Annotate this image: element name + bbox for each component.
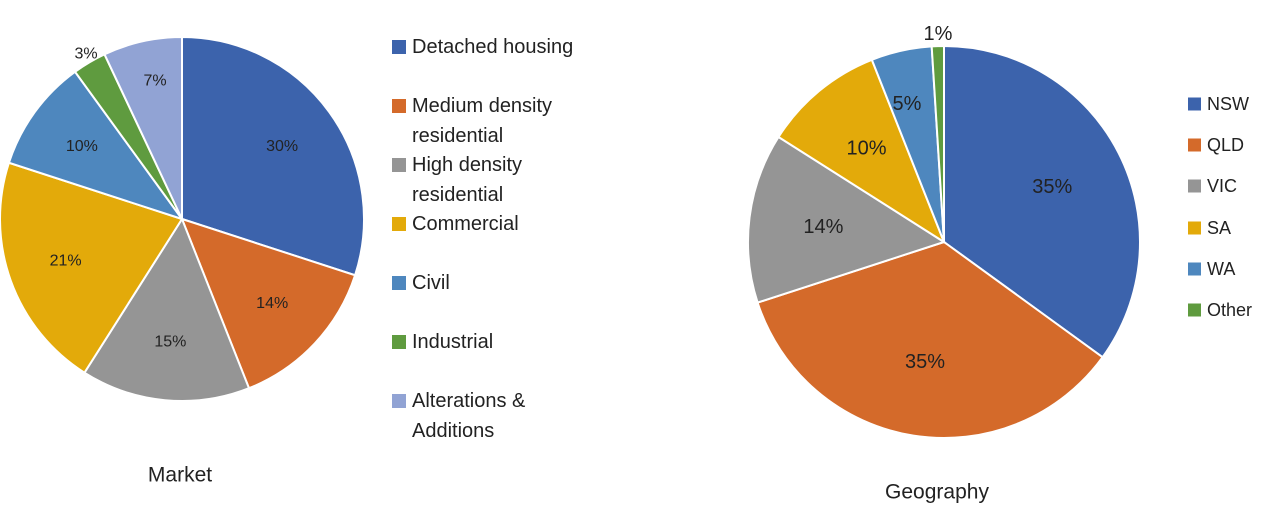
slice-nsw xyxy=(943,44,1141,359)
legend-swatch-civil xyxy=(392,276,406,290)
data-label-qld: 35% xyxy=(905,351,945,373)
legend-swatch-commercial xyxy=(392,217,406,231)
data-label-wa: 5% xyxy=(893,93,922,115)
slice-detached-housing xyxy=(181,35,365,277)
legend-swatch-other xyxy=(1188,303,1201,317)
legend-label-high-density-residential: High density residential xyxy=(412,154,522,206)
legend-label-commercial: Commercial xyxy=(412,213,519,235)
legend-label-qld: QLD xyxy=(1207,135,1244,155)
market-pie-chart: 30% 14% 15% 21% 10% 3% 7% Detached housing Mediu… xyxy=(0,35,573,487)
legend-swatch-industrial xyxy=(392,335,406,349)
data-label-high-density-residential: 15% xyxy=(154,334,186,351)
slice-sa xyxy=(777,58,947,245)
legend-label-wa: WA xyxy=(1207,259,1235,279)
legend-swatch-qld xyxy=(1188,138,1201,152)
data-label-nsw: 35% xyxy=(1032,176,1072,198)
legend-label-sa: SA xyxy=(1207,218,1231,238)
data-label-detached-housing: 30% xyxy=(266,138,298,155)
legend-swatch-detached-housing xyxy=(392,40,406,54)
legend-swatch-vic xyxy=(1188,179,1201,193)
data-label-medium-density-residential: 14% xyxy=(256,295,288,312)
data-label-industrial: 3% xyxy=(74,46,97,63)
legend-swatch-high-density-residential xyxy=(392,158,406,172)
geography-pie-chart: 35% 35% 14% 10% 5% 1% NSW QLD VIC SA WA Other Geogra… xyxy=(747,23,1252,504)
slice-qld xyxy=(756,240,1104,440)
data-label-alterations-and-additions: 7% xyxy=(143,73,166,90)
legend-swatch-wa xyxy=(1188,262,1201,276)
legend-label-vic: VIC xyxy=(1207,176,1237,196)
legend-swatch-nsw xyxy=(1188,97,1201,111)
chart-title-market: Market xyxy=(148,464,212,487)
data-label-sa: 10% xyxy=(846,137,886,159)
legend-label-civil: Civil xyxy=(412,272,450,294)
legend-label-alterations-and-additions: Alterations & Additions xyxy=(412,390,526,442)
legend-swatch-medium-density-residential xyxy=(392,99,406,113)
slice-medium-density-residential xyxy=(180,217,357,390)
chart-title-geography: Geography xyxy=(885,481,989,504)
legend-label-nsw: NSW xyxy=(1207,94,1249,114)
slice-high-density-residential xyxy=(83,216,251,402)
legend-label-other: Other xyxy=(1207,300,1252,320)
legend-label-medium-density-residential: Medium density residential xyxy=(412,95,552,147)
slice-other xyxy=(930,44,945,243)
legend-label-detached-housing: Detached housing xyxy=(412,36,573,58)
slice-commercial xyxy=(0,161,184,375)
slice-vic xyxy=(747,135,947,304)
legend-label-industrial: Industrial xyxy=(412,331,493,353)
data-label-civil: 10% xyxy=(66,138,98,155)
data-label-commercial: 21% xyxy=(50,252,82,269)
slice-alterations-and-additions xyxy=(103,35,183,220)
legend-swatch-sa xyxy=(1188,221,1201,235)
data-label-vic: 14% xyxy=(803,216,843,238)
data-label-other: 1% xyxy=(924,23,953,45)
legend-swatch-alterations-and-additions xyxy=(392,394,406,408)
slice-civil xyxy=(7,70,185,221)
